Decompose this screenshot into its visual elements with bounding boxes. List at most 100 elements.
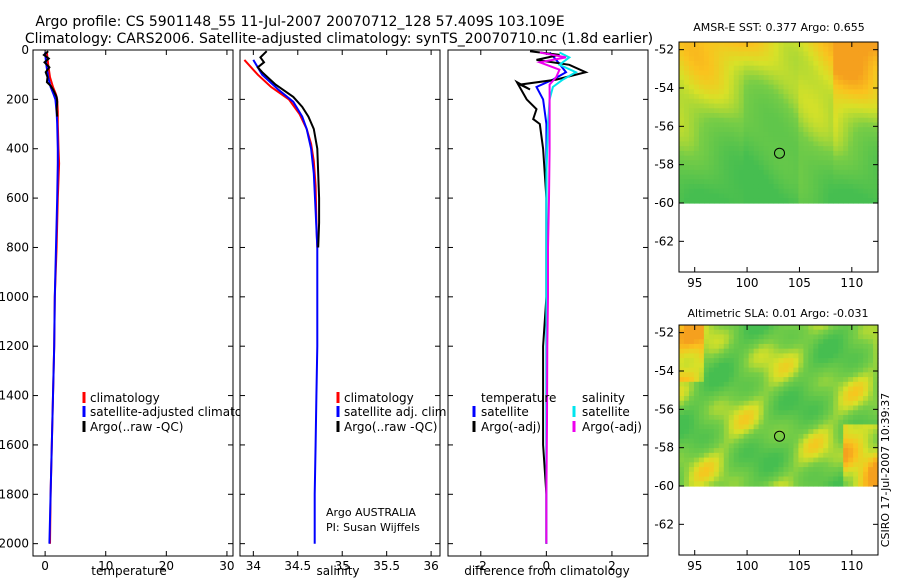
heatmap-cell (703, 51, 710, 57)
heatmap-cell (708, 117, 715, 124)
heatmap-cell (818, 103, 824, 109)
heatmap-cell (828, 481, 834, 487)
heatmap-cell (833, 193, 839, 199)
heatmap-cell (728, 79, 735, 86)
heatmap-cell (823, 424, 829, 430)
heatmap-cell (723, 89, 730, 95)
heatmap-cell (738, 65, 745, 72)
heatmap-cell (743, 146, 750, 152)
heatmap-cell (778, 103, 785, 109)
heatmap-cell (863, 400, 869, 407)
heatmap-cell (679, 160, 685, 166)
heatmap-cell (753, 386, 760, 392)
heatmap-cell (773, 84, 780, 90)
heatmap-cell (838, 462, 844, 468)
heatmap-cell (808, 136, 814, 143)
heatmap-cell (708, 155, 715, 161)
heatmap-cell (718, 325, 725, 331)
heatmap-cell (818, 131, 824, 138)
heatmap-cell (679, 367, 685, 373)
heatmap-cell (848, 98, 854, 105)
heatmap-cell (858, 155, 864, 161)
heatmap-cell (733, 56, 740, 62)
heatmap-cell (763, 160, 770, 166)
heatmap-cell (778, 174, 785, 180)
heatmap-cell (773, 150, 780, 157)
heatmap-cell (813, 414, 819, 421)
heatmap-cell (748, 452, 755, 459)
heatmap-cell (778, 60, 785, 67)
heatmap-cell (758, 476, 765, 482)
heatmap-cell (708, 79, 715, 86)
argo-location-marker (774, 147, 785, 159)
heatmap-cell (803, 467, 809, 473)
heatmap-cell (743, 136, 750, 143)
heatmap-cell (868, 471, 874, 478)
heatmap-cell (863, 377, 869, 383)
heatmap-cell (758, 150, 765, 157)
heatmap-cell (748, 56, 755, 62)
heatmap-cell (679, 65, 685, 72)
heatmap-cell (808, 448, 814, 454)
heatmap-cell (763, 103, 770, 109)
heatmap-cell (818, 127, 824, 133)
heatmap-cell (773, 141, 780, 147)
lat-tick-label: -52 (654, 43, 674, 57)
heatmap-cell (818, 89, 824, 95)
heatmap-cell (778, 179, 785, 185)
heatmap-cell (748, 46, 755, 53)
heatmap-cell (693, 117, 700, 124)
heatmap-cell (803, 386, 809, 392)
heatmap-cell (778, 51, 785, 57)
heatmap-cell (813, 117, 819, 124)
heatmap-cell (868, 155, 874, 161)
heatmap-cell (683, 438, 690, 444)
heatmap-cell (838, 46, 844, 53)
heatmap-cell (688, 419, 695, 426)
heatmap-cell (828, 476, 834, 482)
heatmap-cell (728, 198, 735, 204)
heatmap-cell (758, 405, 765, 411)
heatmap-cell (708, 396, 715, 402)
heatmap-cell (723, 438, 730, 444)
heatmap-cell (803, 122, 809, 128)
heatmap-cell (703, 188, 710, 195)
heatmap-cell (793, 476, 799, 482)
heatmap-cell (698, 117, 705, 124)
heatmap-cell (723, 98, 730, 105)
heatmap-cell (868, 141, 874, 147)
heatmap-cell (683, 400, 690, 407)
heatmap-cell (873, 141, 879, 147)
heatmap-cell (743, 103, 750, 109)
heatmap-cell (863, 353, 869, 359)
heatmap-cell (683, 325, 690, 331)
heatmap-cell (788, 362, 795, 369)
heatmap-cell (783, 457, 790, 463)
heatmap-cell (693, 353, 700, 359)
heatmap-cell (813, 174, 819, 180)
heatmap-cell (778, 198, 785, 204)
heatmap-cell (798, 414, 804, 421)
heatmap-cell (853, 471, 859, 478)
heatmap-cell (788, 391, 795, 397)
heatmap-cell (858, 94, 864, 100)
heatmap-cell (828, 429, 834, 435)
heatmap-cell (773, 136, 780, 143)
heatmap-cell (768, 462, 775, 468)
heatmap-cell (758, 429, 765, 435)
heatmap-cell (803, 471, 809, 478)
heatmap-cell (838, 424, 844, 430)
heatmap-cell (823, 405, 829, 411)
heatmap-cell (708, 198, 715, 204)
heatmap-cell (808, 42, 814, 48)
heatmap-cell (788, 419, 795, 426)
heatmap-cell (833, 42, 839, 48)
heatmap-cell (803, 98, 809, 105)
heatmap-cell (838, 150, 844, 157)
heatmap-cell (803, 339, 809, 345)
heatmap-cell (823, 60, 829, 67)
heatmap-cell (723, 169, 730, 176)
heatmap-cell (743, 79, 750, 86)
heatmap-cell (788, 56, 795, 62)
heatmap-cell (758, 381, 765, 388)
